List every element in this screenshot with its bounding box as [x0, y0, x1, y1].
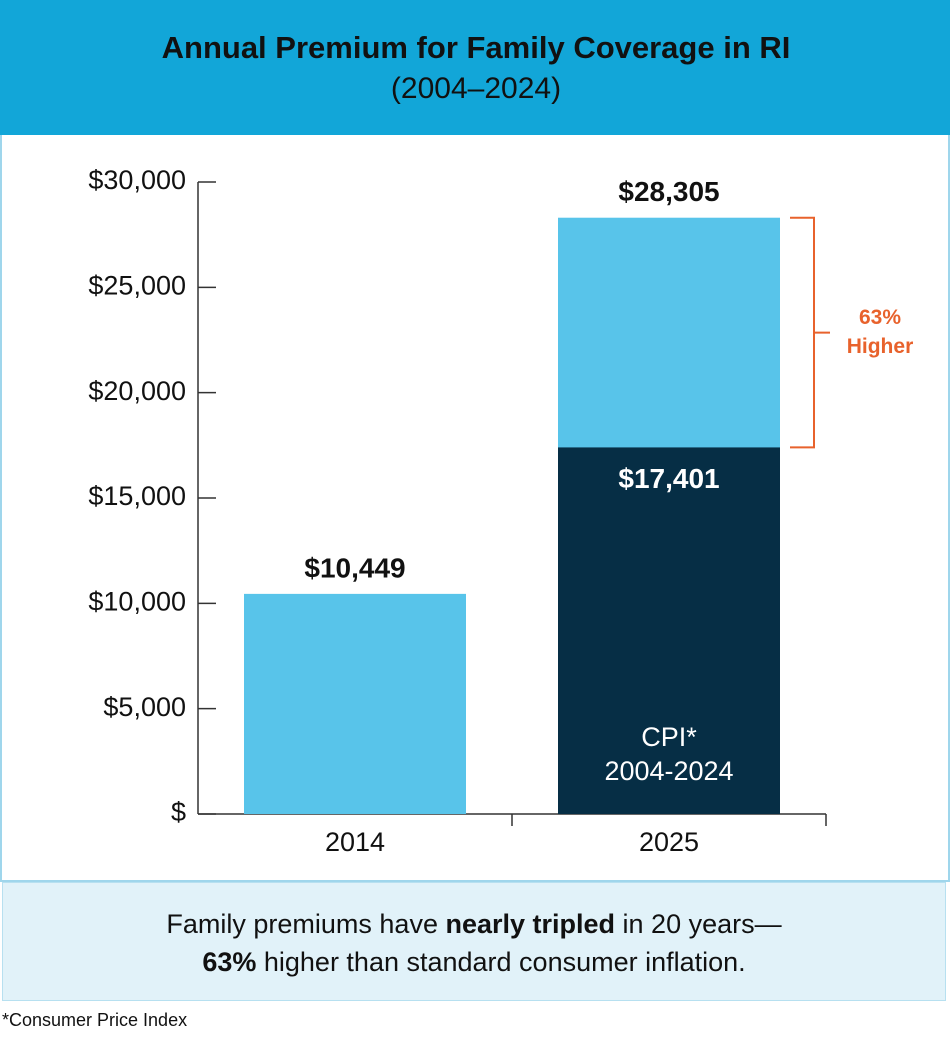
annotation: Higher — [847, 335, 914, 358]
bracket — [790, 216, 830, 449]
caption: Family premiums have nearly tripled in 2… — [2, 882, 946, 1001]
bar — [558, 447, 780, 814]
x-tick-label: 2014 — [325, 827, 385, 857]
value-label: $17,401 — [618, 463, 719, 494]
caption-text: Family premiums have — [166, 909, 446, 939]
y-tick-label: $ — [171, 797, 186, 827]
caption-line: Family premiums have nearly tripled in 2… — [3, 905, 945, 943]
caption-bold: nearly tripled — [445, 909, 616, 939]
caption-text: in 20 years— — [615, 909, 782, 939]
caption-line: 63% higher than standard consumer inflat… — [3, 943, 945, 981]
bar — [244, 593, 466, 814]
bar-inner-label: 2004-2024 — [604, 756, 733, 786]
bar-inner-label: CPI* — [641, 722, 697, 752]
value-label: $28,305 — [618, 176, 719, 207]
y-tick-label: $15,000 — [88, 481, 186, 511]
annotation: 63% — [859, 306, 901, 329]
caption-bold: 63% — [202, 947, 257, 977]
caption-text: higher than standard consumer inflation. — [256, 947, 746, 977]
y-tick-label: $20,000 — [88, 376, 186, 406]
y-tick-label: $25,000 — [88, 270, 186, 300]
y-tick-label: $5,000 — [103, 692, 186, 722]
header — [0, 0, 950, 135]
x-tick-label: 2025 — [639, 827, 699, 857]
chart: Annual Premium for Family Coverage in RI… — [0, 0, 950, 882]
chart-title: Annual Premium for Family Coverage in RI — [162, 30, 791, 65]
value-label: $10,449 — [304, 552, 405, 583]
y-tick-label: $10,000 — [88, 586, 186, 616]
chart-subtitle: (2004–2024) — [391, 72, 561, 105]
footnote: *Consumer Price Index — [2, 1010, 188, 1030]
y-tick-label: $30,000 — [88, 165, 186, 195]
frame — [0, 0, 950, 882]
